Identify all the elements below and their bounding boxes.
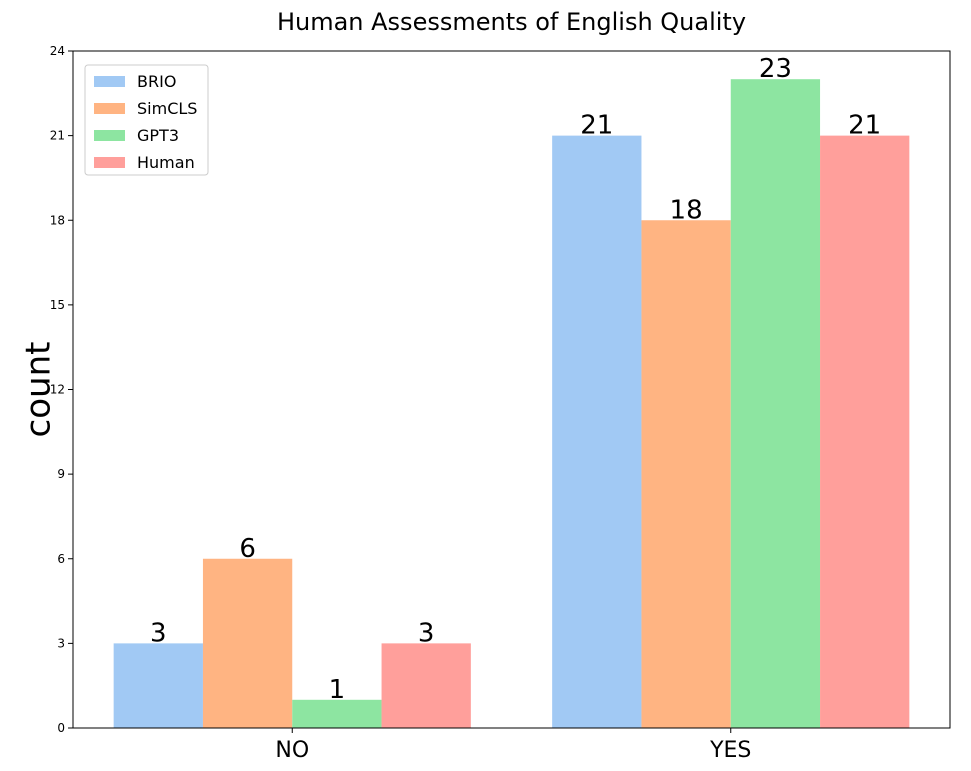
- legend-box: [84, 64, 209, 176]
- plot-area: 3 6 1 3 NO 21 18 23 21 YES 0 3 6 9 12 15 18 21 24: [50, 44, 951, 763]
- y-tick-label: 15: [50, 298, 65, 312]
- data-label: 23: [759, 54, 792, 84]
- legend-label: BRIO: [137, 72, 176, 91]
- data-label: 21: [848, 111, 881, 141]
- bar: [730, 79, 821, 729]
- data-label: 3: [418, 618, 435, 648]
- y-tick-label: 24: [50, 44, 65, 58]
- bar: [113, 643, 203, 728]
- y-tick-label: 0: [57, 721, 65, 735]
- chart-title: Human Assessments of English Quality: [277, 8, 746, 36]
- legend-swatch: [94, 103, 125, 114]
- y-tick-label: 18: [50, 213, 65, 227]
- bar: [641, 220, 731, 728]
- y-tick-label: 9: [57, 467, 65, 481]
- legend-swatch: [94, 76, 125, 87]
- data-label: 18: [670, 195, 703, 225]
- bar: [202, 558, 293, 728]
- data-label: 1: [329, 675, 346, 705]
- data-label: 21: [580, 111, 613, 141]
- bar: [820, 135, 910, 728]
- legend-swatch: [94, 157, 125, 168]
- y-tick-label: 6: [57, 552, 65, 566]
- legend-label: GPT3: [137, 126, 179, 145]
- legend: BRIO SimCLS GPT3 Human: [84, 64, 209, 176]
- x-tick-label: YES: [709, 738, 751, 763]
- y-tick-label: 12: [50, 383, 65, 397]
- y-tick-label: 21: [50, 129, 65, 143]
- legend-label: SimCLS: [137, 99, 197, 118]
- legend-swatch: [94, 130, 125, 141]
- axes-frame: [72, 50, 951, 729]
- bar: [381, 643, 471, 728]
- bar: [292, 699, 382, 728]
- bar: [552, 135, 642, 728]
- x-tick-label: NO: [275, 738, 309, 763]
- legend-label: Human: [137, 153, 195, 172]
- data-label: 3: [150, 618, 167, 648]
- y-axis-label: count: [19, 342, 59, 438]
- data-label: 6: [239, 534, 256, 564]
- y-tick-label: 3: [57, 636, 65, 650]
